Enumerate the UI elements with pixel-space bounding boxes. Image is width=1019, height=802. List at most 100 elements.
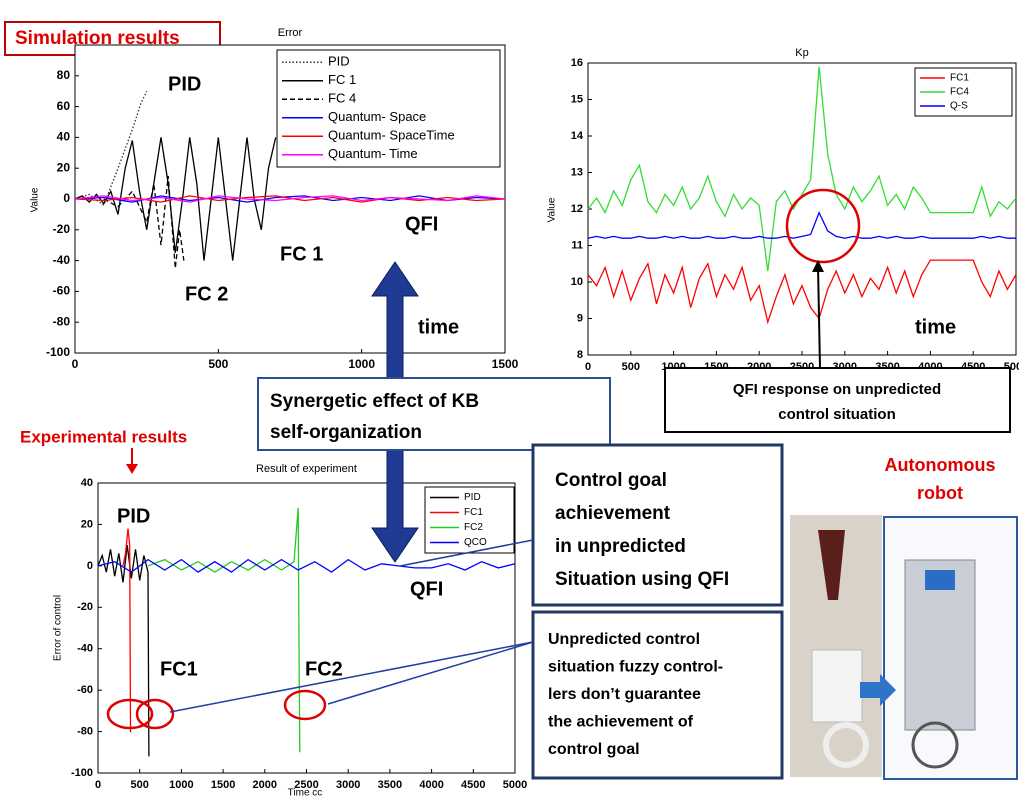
x-tick-label: 0 — [72, 357, 79, 371]
simulation-label: Simulation results — [15, 28, 180, 49]
goal-text: Control goal — [555, 470, 667, 491]
x-tick-label: 3000 — [336, 779, 360, 791]
x-tick-label: 1000 — [348, 357, 375, 371]
chart-title: Result of experiment — [256, 463, 357, 475]
annotation: FC1 — [160, 658, 198, 680]
y-tick-label: -80 — [53, 314, 71, 328]
series-line — [97, 558, 516, 573]
qfi-response-box — [664, 367, 1011, 433]
y-tick-label: 12 — [571, 203, 583, 215]
y-tick-label: -60 — [53, 284, 71, 298]
x-tick-label: 0 — [95, 779, 101, 791]
y-tick-label: 14 — [571, 130, 584, 142]
x-tick-label: 500 — [208, 357, 228, 371]
legend-box — [914, 67, 1013, 117]
legend-label: FC1 — [464, 507, 483, 518]
y-tick-label: 0 — [87, 560, 93, 572]
pointer — [169, 641, 534, 713]
x-tick-label: 500 — [131, 779, 149, 791]
annotation: time — [915, 316, 956, 338]
y-tick-label: 80 — [57, 68, 71, 82]
series-line — [74, 90, 148, 207]
legend-box — [276, 49, 501, 168]
synergy-text: Synergetic effect of KB — [270, 391, 479, 412]
y-tick-label: -100 — [71, 767, 93, 779]
goal-text: Situation using QFI — [555, 569, 729, 590]
legend-label: FC4 — [950, 87, 969, 98]
annotation: time — [418, 316, 459, 338]
goal-text: in unpredicted — [555, 536, 686, 557]
x-tick-label: 2500 — [294, 779, 318, 791]
pointer — [817, 265, 821, 369]
goal-text: achievement — [555, 503, 671, 524]
series-line — [122, 528, 132, 733]
unpredicted-text: control goal — [548, 741, 640, 758]
highlight-circle — [135, 698, 175, 730]
qfi-response-text: QFI response on unpredicted — [733, 381, 941, 398]
legend-label: FC 1 — [328, 72, 356, 87]
series-line — [74, 195, 506, 203]
x-tick-label: 3500 — [378, 779, 402, 791]
robot-vase — [818, 530, 845, 600]
unpredicted-text: Unpredicted control — [548, 631, 700, 648]
legend-label: FC2 — [464, 522, 483, 533]
y-tick-label: 60 — [57, 99, 71, 113]
legend-label: Quantum- SpaceTime — [328, 128, 455, 143]
robot-body — [811, 649, 863, 723]
series-line — [74, 137, 277, 261]
y-tick-label: -20 — [53, 222, 71, 236]
y-tick-label: 20 — [57, 160, 71, 174]
legend-label: PID — [464, 492, 481, 503]
goal-box — [531, 443, 784, 607]
annotation: FC 1 — [280, 243, 323, 265]
y-tick-label: 10 — [571, 276, 583, 288]
x-tick-label: 2000 — [253, 779, 277, 791]
annotation: PID — [117, 505, 150, 527]
annotation: FC 2 — [185, 283, 228, 305]
series-line — [587, 210, 1016, 239]
legend-label: PID — [328, 54, 350, 69]
y-tick-label: -100 — [46, 345, 70, 359]
chart-title: Error — [278, 27, 303, 39]
qfi-response-text: control situation — [778, 406, 896, 423]
y-tick-label: 40 — [81, 477, 93, 489]
robot-arrow — [860, 674, 896, 706]
legend-label: FC 4 — [328, 91, 356, 106]
series-line — [147, 507, 301, 753]
robot-wheel — [911, 721, 959, 769]
series-line — [587, 66, 1017, 272]
robot-title: robot — [917, 483, 963, 503]
robot-title: Autonomous — [885, 455, 996, 475]
synergy-box — [257, 377, 611, 451]
legend-label: Q-S — [950, 101, 968, 112]
x-tick-label: 1500 — [492, 357, 519, 371]
unpredicted-text: lers don’t guarantee — [548, 686, 701, 703]
series-line — [74, 195, 506, 203]
y-tick-label: 40 — [57, 130, 71, 144]
y-tick-label: 11 — [571, 239, 583, 251]
y-axis-label: Value — [547, 197, 558, 222]
annotation: QFI — [410, 578, 443, 600]
y-axis-label: Value — [30, 187, 41, 212]
chart-title: Kp — [795, 47, 808, 59]
x-axis-label: Time cc — [288, 788, 323, 799]
highlight-circle — [785, 188, 861, 264]
robot-battery — [925, 570, 955, 590]
y-tick-label: -60 — [77, 684, 93, 696]
y-tick-label: 8 — [577, 349, 583, 361]
annotation: QFI — [405, 213, 438, 235]
experimental-arrowhead — [126, 464, 138, 474]
y-axis-label: Error of control — [53, 595, 64, 661]
robot-wheel — [823, 722, 869, 768]
experimental-label: Experimental results — [20, 427, 187, 446]
y-tick-label: 9 — [577, 312, 583, 324]
legend-label: QCO — [464, 537, 487, 548]
synergy-text: self-organization — [270, 422, 422, 443]
unpredicted-text: the achievement of — [548, 714, 694, 731]
series-line — [587, 259, 1017, 325]
x-tick-label: 1500 — [211, 779, 235, 791]
x-tick-label: 500 — [622, 361, 640, 373]
y-tick-label: -40 — [77, 643, 93, 655]
x-tick-label: 0 — [585, 361, 591, 373]
